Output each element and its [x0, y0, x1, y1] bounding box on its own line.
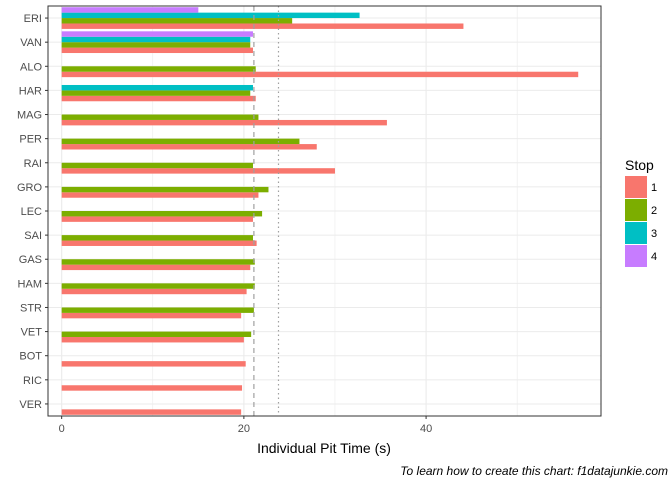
x-tick-label-0: 0 [59, 423, 65, 435]
bar-str-stop-2 [61, 307, 254, 313]
legend-label-stop-2: 2 [651, 205, 657, 217]
bar-van-stop-2 [61, 42, 251, 48]
legend-key-stop-4 [625, 245, 647, 267]
bar-alo-stop-1 [61, 71, 579, 78]
legend-key-stop-2 [625, 199, 647, 221]
legend-label-stop-1: 1 [651, 182, 657, 194]
bar-rai-stop-1 [61, 168, 335, 174]
bar-lec-stop-2 [61, 211, 263, 217]
bar-per-stop-1 [61, 144, 317, 150]
bar-van-stop-1 [61, 47, 253, 54]
y-tick-label-eri: ERI [24, 13, 42, 25]
bar-gas-stop-1 [61, 264, 251, 271]
y-tick-label-lec: LEC [21, 206, 42, 218]
y-tick-label-per: PER [19, 134, 42, 146]
x-axis-title: Individual Pit Time (s) [257, 440, 391, 456]
y-tick-label-ric: RIC [23, 375, 42, 387]
chart-caption: To learn how to create this chart: f1dat… [400, 464, 668, 478]
bar-ham-stop-2 [61, 283, 255, 289]
y-tick-label-mag: MAG [17, 110, 42, 122]
x-tick-label-40: 40 [420, 423, 432, 435]
reference-lines [253, 6, 280, 416]
bar-har-stop-2 [61, 90, 251, 96]
bar-eri-stop-3 [61, 12, 360, 19]
y-tick-label-har: HAR [19, 85, 42, 97]
bar-ric-stop-1 [61, 385, 243, 391]
y-axis: ERI VAN ALO HAR MAG PER RAI GRO LEC SAI GAS HAM STR V… [17, 13, 48, 411]
bar-alo-stop-2 [61, 66, 256, 72]
bar-van-stop-4 [61, 31, 253, 37]
bar-rai-stop-2 [61, 162, 253, 169]
y-tick-label-str: STR [20, 302, 42, 314]
bar-har-stop-1 [61, 95, 256, 102]
legend: Stop 1 2 3 4 [625, 157, 657, 267]
bar-str-stop-1 [61, 312, 242, 319]
bar-per-stop-2 [61, 138, 300, 145]
x-axis: 0 20 40 [59, 416, 432, 435]
bar-eri-stop-4 [61, 7, 199, 13]
y-tick-label-gas: GAS [19, 254, 42, 266]
bar-sai-stop-2 [61, 235, 253, 241]
legend-title: Stop [625, 157, 654, 173]
bar-ham-stop-1 [61, 288, 247, 295]
y-tick-label-sai: SAI [24, 230, 42, 242]
y-tick-label-gro: GRO [17, 182, 43, 194]
y-tick-label-rai: RAI [24, 158, 42, 170]
bar-bot-stop-1 [61, 361, 246, 367]
bar-van-stop-3 [61, 36, 251, 43]
bar-eri-stop-1 [61, 23, 464, 29]
bar-sai-stop-1 [61, 240, 257, 246]
bar-ver-stop-1 [61, 409, 242, 415]
legend-label-stop-4: 4 [651, 251, 657, 263]
bar-gro-stop-2 [61, 186, 269, 193]
bars [61, 7, 579, 415]
bar-eri-stop-2 [61, 18, 293, 24]
bar-gas-stop-2 [61, 259, 255, 265]
y-tick-label-van: VAN [20, 37, 42, 49]
legend-key-stop-1 [625, 176, 647, 198]
legend-key-stop-3 [625, 222, 647, 244]
legend-label-stop-3: 3 [651, 228, 657, 240]
bar-har-stop-3 [61, 84, 253, 91]
bar-gro-stop-1 [61, 192, 259, 198]
bar-mag-stop-2 [61, 114, 259, 120]
bar-mag-stop-1 [61, 119, 387, 126]
y-tick-label-bot: BOT [19, 351, 42, 363]
bar-vet-stop-1 [61, 337, 244, 343]
y-tick-label-alo: ALO [20, 61, 42, 73]
x-tick-label-20: 20 [238, 423, 250, 435]
y-tick-label-ver: VER [19, 399, 42, 411]
y-tick-label-vet: VET [21, 327, 43, 339]
bar-lec-stop-1 [61, 216, 253, 222]
bar-vet-stop-2 [61, 331, 252, 338]
y-tick-label-ham: HAM [18, 278, 42, 290]
